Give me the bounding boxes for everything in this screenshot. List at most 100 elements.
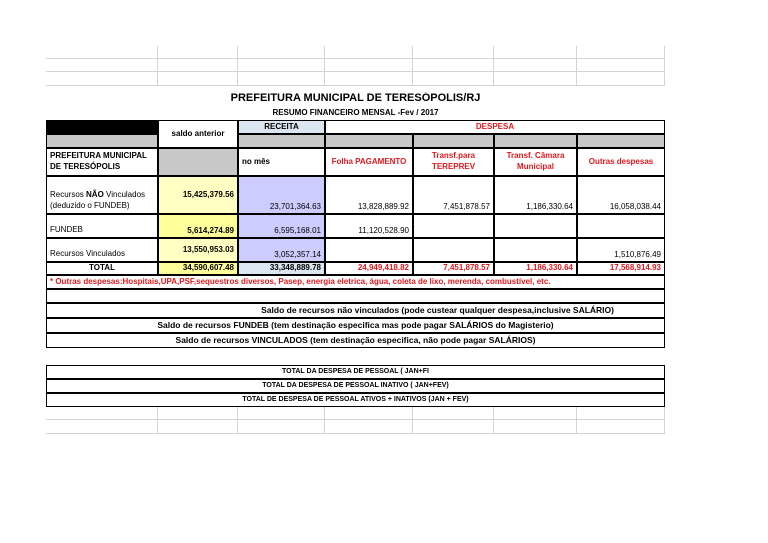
grid-cell	[413, 72, 494, 86]
camara-cell	[494, 238, 577, 262]
header-camara-text: Transf. Câmara Municipal	[506, 151, 565, 171]
total-outras: 17,568,914.93	[577, 262, 665, 275]
outras-cell	[577, 214, 665, 238]
receita-cell-text: 23,701,364.63	[269, 202, 321, 211]
folha-cell-text: 13,828,889.92	[357, 202, 409, 211]
saldo-row-text: Saldo de recursos não vinculados (pode c…	[261, 304, 614, 315]
receita-cell: 3,052,357.14	[238, 238, 325, 262]
saldo-cell: 13,550,953.03	[158, 238, 238, 262]
gray-cell	[494, 134, 577, 148]
grid-cell	[46, 420, 158, 434]
folha-cell: 13,828,889.92	[325, 176, 413, 214]
label-bold: NÃO	[86, 190, 104, 199]
label-post: Vinculados (deduzido o FUNDEB)	[50, 190, 146, 210]
outras-cell: 16,058,038.44	[577, 176, 665, 214]
saldo-row: Saldo de recursos FUNDEB (tem destinação…	[46, 318, 665, 333]
total-tereprev: 7,451,878.57	[413, 262, 494, 275]
header-saldo-anterior-text: saldo anterior	[171, 128, 225, 138]
tereprev-cell	[413, 238, 494, 262]
receita-cell: 23,701,364.63	[238, 176, 325, 214]
outras-cell: 1,510,876.49	[577, 238, 665, 262]
total-outras-text: 17,568,914.93	[609, 263, 661, 272]
spacer	[46, 348, 665, 365]
header-folha: Folha PAGAMENTO	[325, 148, 413, 176]
gray-cell	[413, 134, 494, 148]
grid-cell	[577, 407, 665, 420]
grid-cell	[325, 420, 413, 434]
empty-row	[46, 289, 665, 303]
header-camara: Transf. Câmara Municipal	[494, 148, 577, 176]
header-despesa-text: DESPESA	[475, 121, 515, 131]
grid-cell	[238, 407, 325, 420]
header-receita: RECEITA	[238, 120, 325, 134]
header-outras: Outras despesas	[577, 148, 665, 176]
grid-cell	[158, 46, 238, 59]
saldo-cell-text: 15,425,379.56	[182, 189, 234, 199]
gray-cell	[577, 134, 665, 148]
black-header-cell	[46, 120, 158, 134]
total-camara-text: 1,186,330.64	[526, 263, 573, 272]
label-pre: Recursos	[50, 190, 87, 199]
grid-cell	[158, 407, 238, 420]
grid-cell	[413, 407, 494, 420]
page-subtitle-text: RESUMO FINANCEIRO MENSAL -Fev / 2017	[272, 107, 439, 117]
total-folha-text: 24,949,418.82	[357, 263, 409, 272]
total-pessoal-row-text: TOTAL DA DESPESA DE PESSOAL INATIVO ( JA…	[262, 381, 449, 389]
total-pessoal-row: TOTAL DA DESPESA DE PESSOAL ( JAN+FI	[46, 365, 665, 379]
grid-cell	[238, 59, 325, 72]
total-label-text: TOTAL	[89, 263, 115, 272]
tereprev-cell-text: 7,451,878.57	[443, 202, 490, 211]
grid-cell	[413, 420, 494, 434]
saldo-row: Saldo de recursos não vinculados (pode c…	[46, 303, 665, 318]
total-saldo-text: 34,590,607.48	[182, 263, 234, 272]
grid-cell	[158, 59, 238, 72]
saldo-row-text: Saldo de recursos FUNDEB (tem destinação…	[157, 319, 554, 330]
saldo-cell: 15,425,379.56	[158, 176, 238, 214]
header-tereprev: Transf.para TEREPREV	[413, 148, 494, 176]
grid-cell	[238, 46, 325, 59]
page-subtitle: RESUMO FINANCEIRO MENSAL -Fev / 2017	[46, 106, 665, 120]
header-entity-text: PREFEITURA MUNICIPAL DE TERESÓPOLIS	[50, 151, 147, 171]
header-tereprev-text: Transf.para TEREPREV	[431, 151, 476, 171]
header-folha-text: Folha PAGAMENTO	[331, 156, 407, 166]
grid-cell	[494, 46, 577, 59]
grid-cell	[238, 72, 325, 86]
saldo-cell-text: 13,550,953.03	[182, 244, 234, 254]
header-outras-text: Outras despesas	[588, 156, 654, 166]
header-no-mes-text: no mês	[242, 156, 271, 166]
saldo-cell-text: 5,614,274.89	[187, 226, 234, 235]
grid-cell	[413, 46, 494, 59]
folha-cell: 11,120,528.90	[325, 214, 413, 238]
footnote: * Outras despesas:Hospitais,UPA,PSF,sequ…	[46, 275, 665, 289]
receita-cell-text: 6,595,168.01	[274, 226, 321, 235]
total-pessoal-row-text: TOTAL DA DESPESA DE PESSOAL ( JAN+FI	[282, 367, 429, 375]
outras-cell-text: 16,058,038.44	[609, 202, 661, 211]
total-folha: 24,949,418.82	[325, 262, 413, 275]
footnote-text: * Outras despesas:Hospitais,UPA,PSF,sequ…	[50, 276, 551, 286]
row-label: Recursos NÃO Vinculados (deduzido o FUND…	[46, 176, 158, 214]
label-pre: FUNDEB	[50, 225, 83, 234]
total-tereprev-text: 7,451,878.57	[443, 263, 490, 272]
total-pessoal-row: TOTAL DE DESPESA DE PESSOAL ATIVOS + INA…	[46, 393, 665, 407]
gray-cell	[158, 148, 238, 176]
grid-cell	[494, 72, 577, 86]
grid-cell	[577, 420, 665, 434]
grid-cell	[46, 59, 158, 72]
page-title: PREFEITURA MUNICIPAL DE TERESÓPOLIS/RJ	[46, 92, 665, 106]
outras-cell-text: 1,510,876.49	[614, 250, 661, 259]
grid-cell	[325, 72, 413, 86]
grid-cell	[158, 420, 238, 434]
grid-cell	[413, 59, 494, 72]
page-title-text: PREFEITURA MUNICIPAL DE TERESÓPOLIS/RJ	[230, 92, 481, 104]
grid-cell	[238, 420, 325, 434]
gray-cell	[325, 134, 413, 148]
saldo-row-text: Saldo de recursos VINCULADOS (tem destin…	[175, 334, 536, 345]
total-receita-text: 33,348,889.78	[269, 263, 321, 272]
camara-cell-text: 1,186,330.64	[526, 202, 573, 211]
total-saldo: 34,590,607.48	[158, 262, 238, 275]
grid-cell	[577, 59, 665, 72]
row-label: FUNDEB	[46, 214, 158, 238]
tereprev-cell: 7,451,878.57	[413, 176, 494, 214]
header-no-mes: no mês	[238, 148, 325, 176]
grid-cell	[325, 46, 413, 59]
